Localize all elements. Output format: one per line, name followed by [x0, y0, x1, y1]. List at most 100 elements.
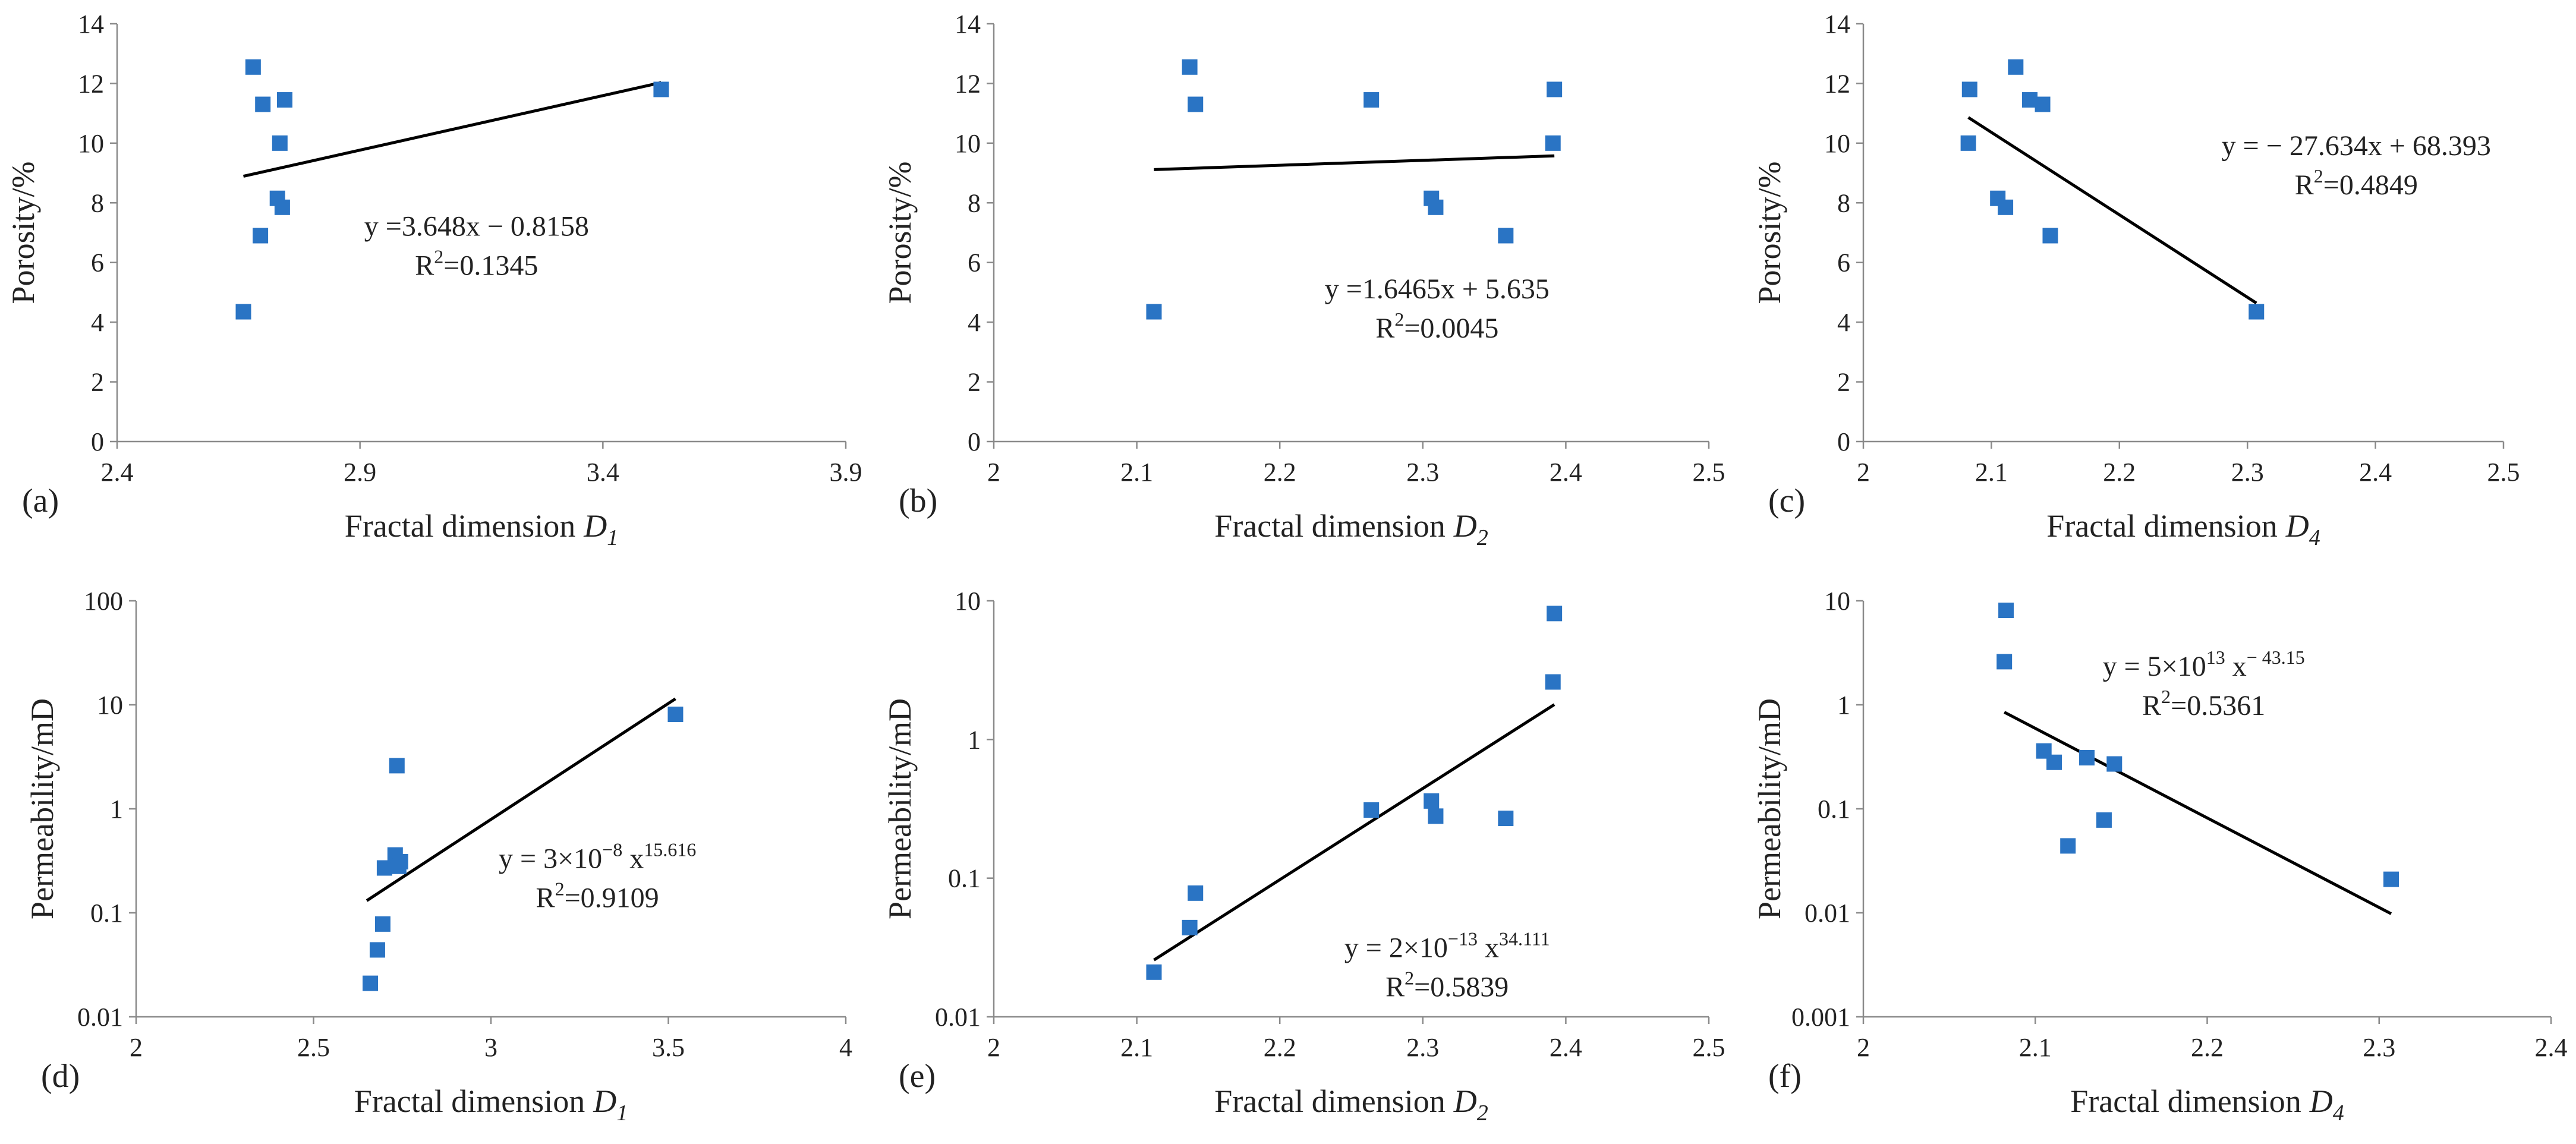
y-tick-label: 1 — [110, 795, 123, 824]
data-point — [1428, 808, 1444, 824]
x-tick-label: 2.5 — [297, 1033, 330, 1062]
data-point — [1498, 228, 1514, 244]
y-tick-label: 8 — [1837, 188, 1850, 218]
y-tick-label: 0.1 — [90, 899, 123, 928]
equation-text: x — [1478, 932, 1499, 963]
y-tick-label: 100 — [84, 587, 123, 616]
panel-d: 2 2.5 3 3.5 4 0.01 0.1 1 10 100 Fractal dimension D… — [24, 587, 852, 1126]
equation-text: R — [2142, 690, 2161, 721]
trendline — [366, 697, 676, 902]
r-squared: R2=0.1345 — [415, 246, 538, 282]
data-point — [2383, 871, 2399, 887]
x-tick-label: 2.1 — [1120, 1033, 1153, 1062]
x-tick-label: 3 — [484, 1033, 497, 1062]
x-tick-label: 2.2 — [2191, 1033, 2224, 1062]
y-tick-label: 10 — [78, 129, 104, 158]
x-tick-label: 2.9 — [344, 458, 376, 487]
data-point — [1363, 92, 1380, 108]
panel-label: (c) — [1768, 483, 1805, 519]
data-point — [667, 707, 684, 723]
fit-equation: y = 3×10−8 x15.616 — [499, 839, 696, 875]
equation-text: y =3.648x − 0.8158 — [364, 211, 589, 242]
equation-text: x — [622, 843, 644, 875]
data-point — [1961, 81, 1977, 97]
x-axis-title: Fractal dimension D4 — [2046, 508, 2320, 550]
y-tick-label: 12 — [1824, 69, 1850, 98]
x-tick-label: 2 — [987, 458, 1000, 487]
data-point — [2079, 750, 2095, 766]
y-axis-title: Porosity/% — [1752, 161, 1787, 304]
x-tick-label: 2.5 — [2487, 458, 2520, 487]
data-point — [1545, 135, 1561, 151]
y-tick-label: 0 — [91, 427, 104, 456]
x-axis-subscript: 4 — [2333, 1101, 2344, 1126]
y-tick-label: 6 — [968, 248, 981, 278]
equation-text: R — [1375, 313, 1394, 344]
data-point — [2035, 96, 2051, 112]
superscript: − 43.15 — [2247, 647, 2305, 668]
y-tick-label: 10 — [1824, 129, 1850, 158]
x-axis-symbol: D — [583, 508, 607, 544]
x-axis-symbol: D — [2285, 508, 2309, 544]
data-point — [1960, 135, 1976, 151]
y-tick-label: 4 — [1837, 308, 1850, 337]
x-axis-subscript: 4 — [2309, 525, 2320, 550]
x-tick-label: 2.4 — [1550, 458, 1582, 487]
r-squared: R2=0.0045 — [1375, 308, 1498, 344]
data-point — [363, 975, 379, 991]
data-point — [1428, 199, 1444, 215]
equation-text: =0.5839 — [1414, 971, 1509, 1003]
x-tick-label: 3.5 — [652, 1033, 685, 1062]
x-tick-label: 2 — [1857, 458, 1870, 487]
x-axis-title-text: Fractal dimension — [2046, 508, 2277, 544]
equation-text: y = 5×10 — [2103, 651, 2206, 682]
y-axis-title: Porosity/% — [882, 161, 918, 304]
y-tick-label: 12 — [78, 69, 104, 98]
equation-text: y = 3×10 — [499, 843, 602, 875]
fit-equation: y =1.6465x + 5.635 — [1325, 273, 1550, 305]
data-point — [1188, 885, 1204, 901]
panel-label: (b) — [899, 483, 937, 519]
r-squared: R2=0.9109 — [536, 878, 659, 914]
data-point — [255, 96, 271, 112]
fit-equation: y = 2×10−13 x34.111 — [1344, 928, 1550, 963]
data-point — [2046, 754, 2062, 770]
x-tick-label: 3.4 — [587, 458, 619, 487]
superscript: 2 — [2314, 165, 2323, 187]
data-point — [374, 916, 391, 932]
data-point — [1188, 96, 1204, 112]
data-point — [235, 304, 251, 320]
data-point — [272, 135, 288, 151]
panel-label: (d) — [41, 1058, 80, 1095]
panel-e: 2 2.1 2.2 2.3 2.4 2.5 0.01 0.1 1 10 Fractal dimens… — [882, 587, 1725, 1126]
superscript: 2 — [2161, 686, 2171, 707]
y-tick-label: 8 — [968, 188, 981, 218]
y-tick-label: 0.1 — [948, 864, 981, 893]
superscript: 2 — [555, 878, 565, 900]
x-axis-title-text: Fractal dimension — [354, 1083, 585, 1119]
data-point — [274, 199, 290, 215]
x-axis-title-text: Fractal dimension — [1214, 1083, 1445, 1119]
x-axis-subscript: 2 — [1477, 525, 1488, 550]
x-tick-label: 2.1 — [1120, 458, 1153, 487]
y-tick-label: 14 — [1824, 10, 1850, 39]
fit-equation: y =3.648x − 0.8158 — [364, 211, 589, 242]
data-point — [1146, 304, 1162, 320]
x-tick-label: 2.3 — [1406, 1033, 1439, 1062]
y-axis-title: Permeability/mD — [882, 698, 918, 919]
y-tick-label: 0 — [1837, 427, 1850, 456]
superscript: 2 — [434, 246, 443, 267]
y-tick-label: 10 — [955, 129, 981, 158]
x-axis-subscript: 2 — [1477, 1101, 1488, 1126]
x-tick-label: 2.1 — [1975, 458, 2008, 487]
y-tick-label: 0.001 — [1791, 1003, 1850, 1032]
x-axis-symbol: D — [2309, 1083, 2333, 1119]
data-point — [1547, 606, 1563, 622]
x-axis-subscript: 1 — [616, 1101, 628, 1126]
data-point — [2106, 756, 2122, 772]
x-tick-label: 4 — [839, 1033, 852, 1062]
panel-label: (f) — [1768, 1058, 1802, 1095]
